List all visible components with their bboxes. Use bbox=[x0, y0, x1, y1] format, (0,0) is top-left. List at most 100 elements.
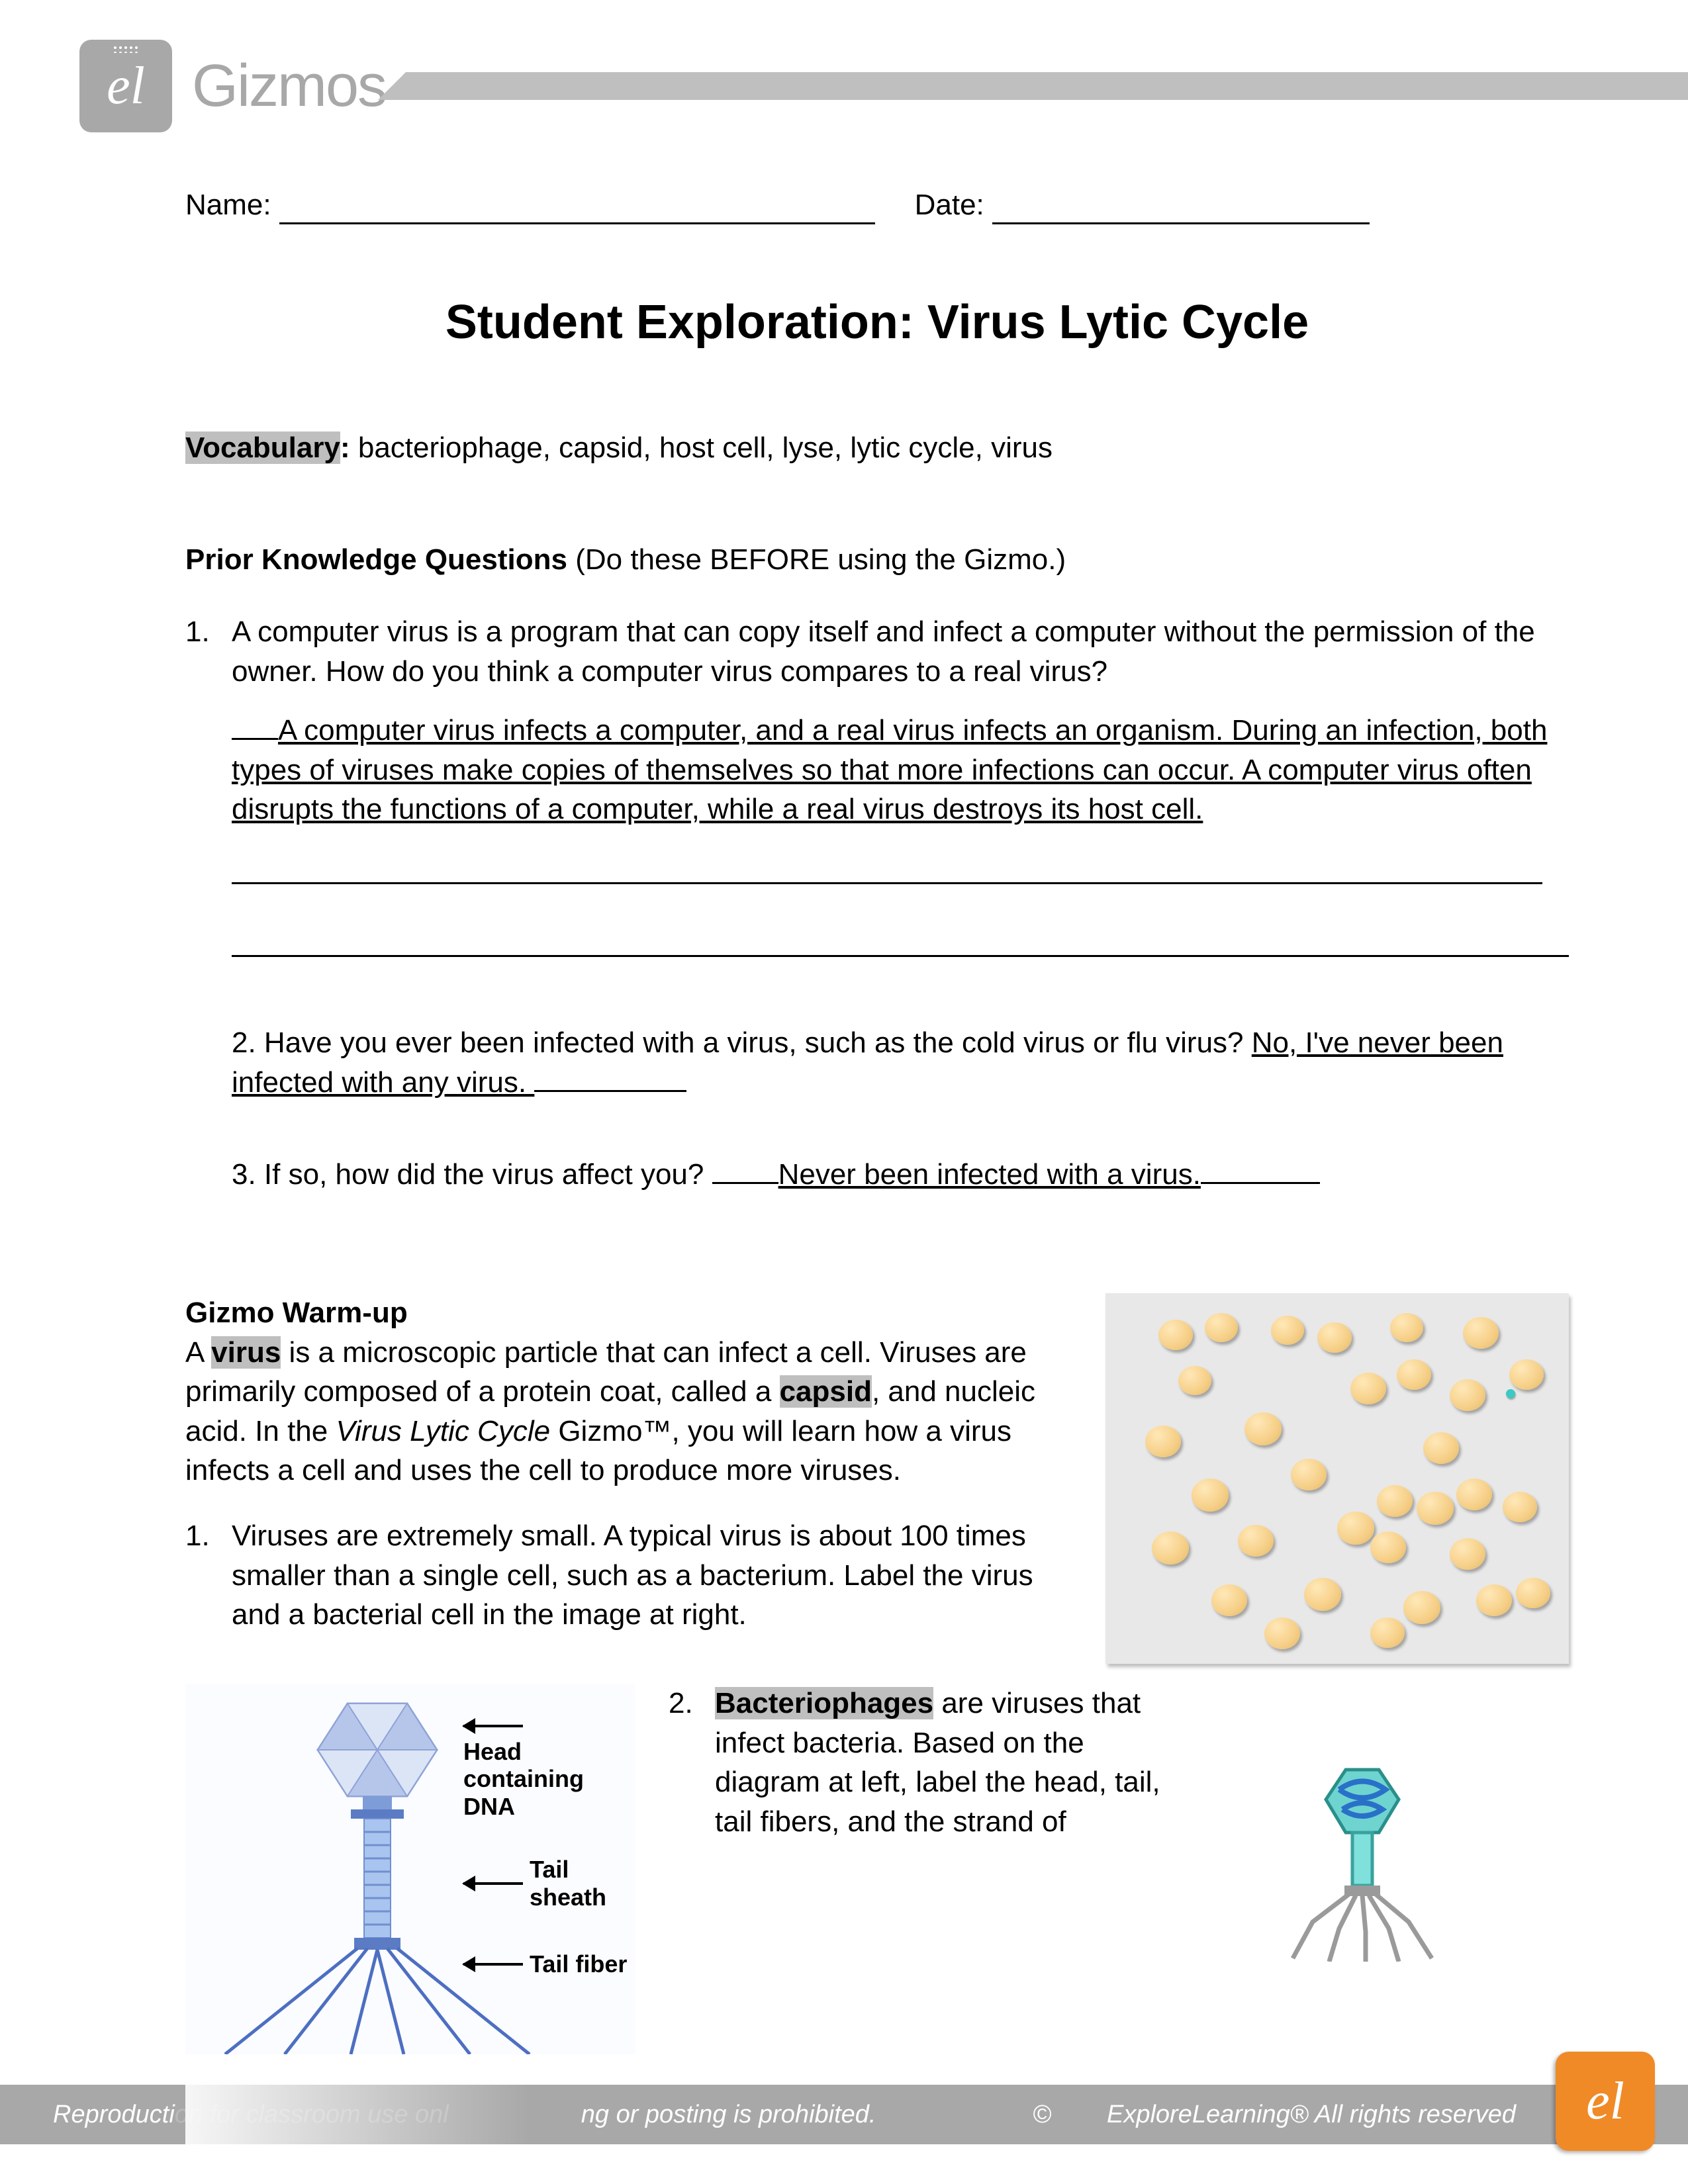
vocab-colon: : bbox=[340, 432, 350, 464]
bacterial-cell bbox=[1450, 1379, 1485, 1411]
footer-bar: Reproduction for classroom use onlng or … bbox=[0, 2085, 1688, 2144]
bacterial-cell bbox=[1205, 1313, 1238, 1342]
q3-prompt: 3. If so, how did the virus affect you? bbox=[232, 1158, 712, 1191]
hl-bacteriophages: Bacteriophages bbox=[715, 1687, 933, 1719]
bacterial-cell bbox=[1377, 1485, 1413, 1517]
q1-answer: A computer virus infects a computer, and… bbox=[232, 711, 1569, 829]
bacterial-cell bbox=[1304, 1578, 1341, 1611]
pkq-note: (Do these BEFORE using the Gizmo.) bbox=[567, 543, 1066, 576]
bacterial-cell bbox=[1244, 1412, 1282, 1445]
bacterial-cell bbox=[1463, 1317, 1499, 1349]
bacterial-cell bbox=[1450, 1538, 1485, 1570]
question-2: 2. Have you ever been infected with a vi… bbox=[185, 1023, 1569, 1102]
bacterial-cell bbox=[1417, 1492, 1454, 1525]
label-head: Head containing DNA bbox=[463, 1710, 635, 1820]
banner-stripe bbox=[406, 72, 1688, 100]
bacterial-cell bbox=[1158, 1320, 1193, 1350]
page-title: Student Exploration: Virus Lytic Cycle bbox=[185, 291, 1569, 355]
bacterial-cell bbox=[1291, 1459, 1327, 1490]
cells-simulation-image bbox=[1105, 1293, 1569, 1664]
blank-line-2[interactable] bbox=[232, 924, 1569, 957]
phage-small-image bbox=[1207, 1684, 1511, 1962]
bacterial-cell bbox=[1370, 1617, 1405, 1648]
bottom-row: Head containing DNA Tail sheath Tail fib… bbox=[185, 1684, 1569, 2054]
bacterial-cell bbox=[1152, 1531, 1189, 1565]
q3-answer: Never been infected with a virus. bbox=[778, 1158, 1201, 1191]
warmup-q1-text: Viruses are extremely small. A typical v… bbox=[232, 1516, 1079, 1634]
bacterial-cell bbox=[1337, 1512, 1374, 1545]
warmup-paragraph: A virus is a microscopic particle that c… bbox=[185, 1333, 1079, 1490]
bacterial-cell bbox=[1516, 1578, 1550, 1608]
brand-name: Gizmos bbox=[192, 52, 386, 120]
virus-particle bbox=[1506, 1389, 1515, 1398]
brand-logo-icon: el bbox=[79, 40, 172, 132]
q2-trailing-blank[interactable] bbox=[534, 1066, 686, 1092]
name-field: Name: bbox=[185, 185, 875, 224]
vocab-terms: bacteriophage, capsid, host cell, lyse, … bbox=[358, 432, 1053, 464]
footer-logo-icon: el bbox=[1556, 2052, 1655, 2151]
arrow-icon bbox=[463, 1725, 523, 1727]
arrow-icon bbox=[463, 1882, 523, 1885]
q1-answer-text: A computer virus infects a computer, and… bbox=[232, 714, 1547, 825]
warmup-q1: 1. Viruses are extremely small. A typica… bbox=[185, 1516, 1079, 1634]
bacterial-cell bbox=[1145, 1426, 1181, 1457]
q2-prompt: 2. Have you ever been infected with a vi… bbox=[232, 1026, 1252, 1059]
bacterial-cell bbox=[1317, 1322, 1352, 1353]
warmup-q1-num: 1. bbox=[185, 1516, 232, 1634]
bacterial-cell bbox=[1476, 1584, 1512, 1616]
bacterial-cell bbox=[1456, 1479, 1492, 1510]
prior-knowledge-heading: Prior Knowledge Questions (Do these BEFO… bbox=[185, 540, 1569, 579]
content-area: Name: Date: Student Exploration: Virus L… bbox=[185, 185, 1569, 2054]
gizmo-title-italic: Virus Lytic Cycle bbox=[336, 1415, 550, 1447]
phage-small-svg bbox=[1266, 1763, 1452, 1962]
name-date-row: Name: Date: bbox=[185, 185, 1569, 224]
footer-copy: © bbox=[1033, 2101, 1051, 2129]
bacterial-cell bbox=[1350, 1373, 1386, 1404]
bacterial-cell bbox=[1264, 1617, 1300, 1649]
bacterial-cell bbox=[1192, 1479, 1229, 1512]
warmup-label: Gizmo Warm-up bbox=[185, 1293, 1079, 1332]
bacterial-cell bbox=[1211, 1584, 1247, 1616]
q3-lead-blank[interactable] bbox=[712, 1158, 778, 1184]
bacterial-cell bbox=[1503, 1492, 1537, 1522]
warmup-q2-num: 2. bbox=[669, 1684, 715, 1841]
bacteriophage-diagram: Head containing DNA Tail sheath Tail fib… bbox=[185, 1684, 635, 2054]
header-banner: el Gizmos bbox=[79, 46, 1688, 126]
blank-line-1[interactable] bbox=[232, 851, 1542, 884]
q3-trailing-blank[interactable] bbox=[1201, 1158, 1320, 1184]
logo-text: el bbox=[107, 56, 145, 116]
bacterial-cell bbox=[1271, 1316, 1304, 1345]
vocabulary-line: Vocabulary: bacteriophage, capsid, host … bbox=[185, 428, 1569, 467]
date-field: Date: bbox=[915, 185, 1370, 224]
q1-number: 1. bbox=[185, 612, 232, 957]
bacterial-cell bbox=[1509, 1359, 1544, 1390]
label-fiber: Tail fiber bbox=[463, 1948, 635, 1978]
hl-capsid: capsid bbox=[780, 1375, 872, 1408]
worksheet-page: el Gizmos Name: Date: Student Exploratio… bbox=[0, 0, 1688, 2184]
label-tail: Tail sheath bbox=[463, 1856, 635, 1911]
question-1: 1. A computer virus is a program that ca… bbox=[185, 612, 1569, 957]
name-input-line[interactable] bbox=[279, 195, 875, 224]
warmup-q2-column: 2. Bacteriophages are viruses that infec… bbox=[655, 1684, 1187, 1841]
arrow-icon bbox=[463, 1963, 523, 1966]
warmup-section: Gizmo Warm-up A virus is a microscopic p… bbox=[185, 1293, 1569, 1664]
hl-virus: virus bbox=[211, 1336, 281, 1369]
bacterial-cell bbox=[1423, 1432, 1459, 1464]
warmup-q2-body: Bacteriophages are viruses that infect b… bbox=[715, 1684, 1187, 1841]
bacterial-cell bbox=[1390, 1313, 1423, 1342]
bacterial-cell bbox=[1397, 1359, 1431, 1390]
footer-right: ExploreLearning® All rights reserved bbox=[1107, 2101, 1516, 2129]
date-label: Date: bbox=[915, 185, 984, 224]
q1-body: A computer virus is a program that can c… bbox=[232, 612, 1569, 957]
pkq-label: Prior Knowledge Questions bbox=[185, 543, 567, 576]
bacterial-cell bbox=[1403, 1591, 1440, 1624]
date-input-line[interactable] bbox=[992, 195, 1370, 224]
question-3: 3. If so, how did the virus affect you? … bbox=[185, 1155, 1569, 1194]
bacterial-cell bbox=[1238, 1525, 1274, 1557]
name-label: Name: bbox=[185, 185, 271, 224]
warmup-text-column: Gizmo Warm-up A virus is a microscopic p… bbox=[185, 1293, 1079, 1664]
q1-prompt: A computer virus is a program that can c… bbox=[232, 612, 1569, 691]
vocab-label: Vocabulary bbox=[185, 432, 340, 464]
bacterial-cell bbox=[1370, 1531, 1406, 1563]
bacterial-cell bbox=[1178, 1366, 1211, 1395]
